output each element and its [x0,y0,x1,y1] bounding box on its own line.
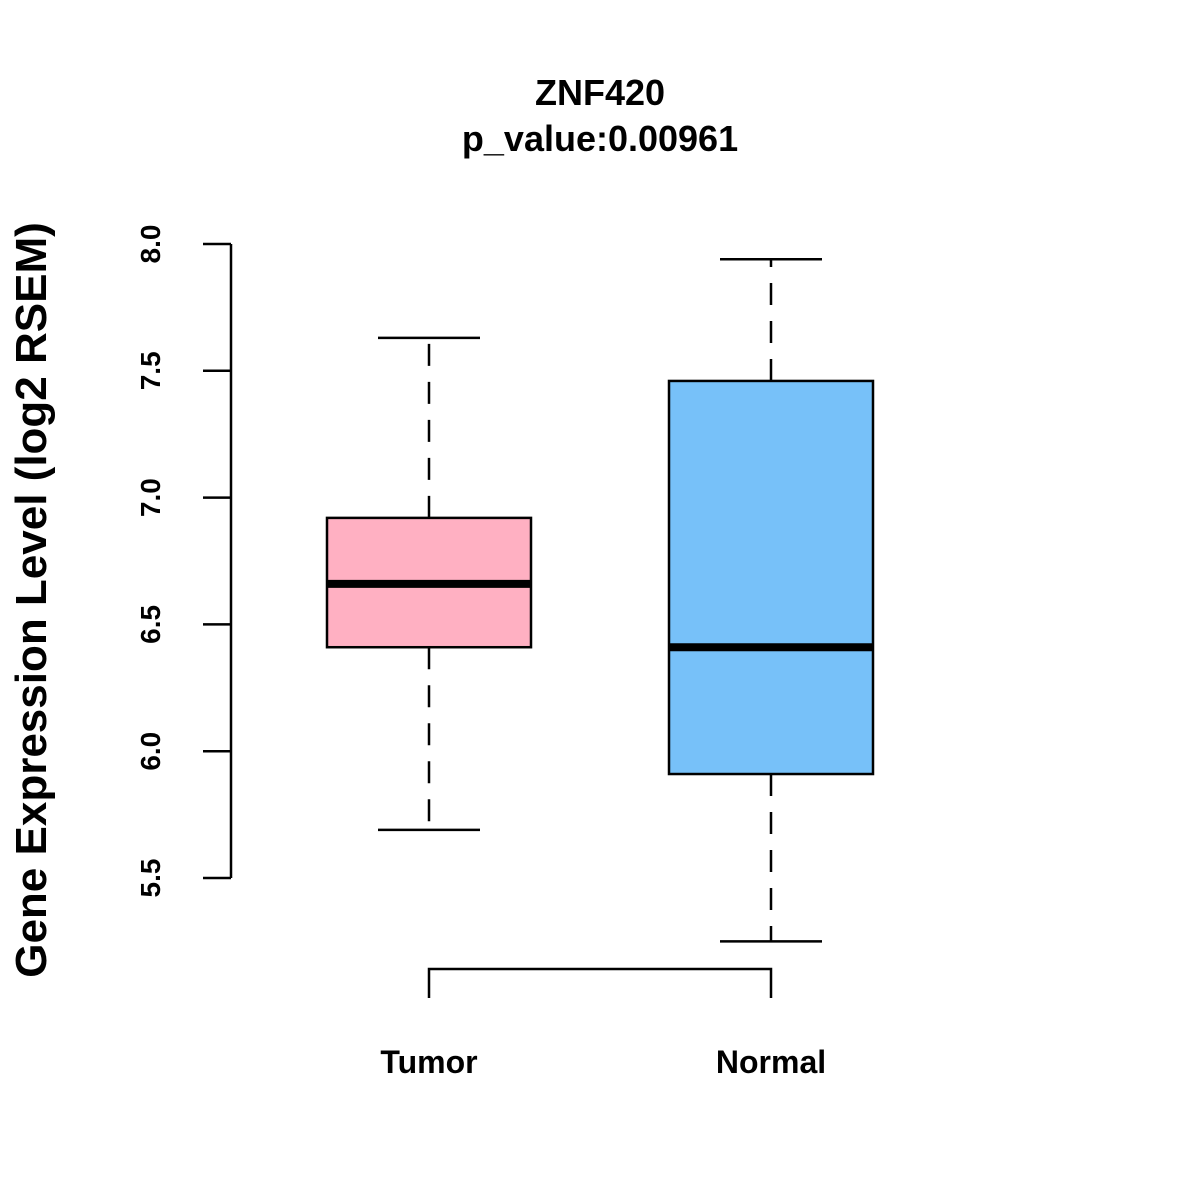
y-tick-label: 7.5 [135,351,166,390]
boxes-group [325,257,875,943]
y-tick-label: 8.0 [135,225,166,264]
iqr-box [667,379,875,776]
y-axis-label: Gene Expression Level (log2 RSEM) [7,222,56,978]
y-tick-label: 5.5 [135,859,166,898]
category-label-tumor: Tumor [380,1044,477,1080]
bracket-line [427,967,773,998]
comparison-bracket [427,967,773,998]
y-axis: 5.5 6.0 6.5 7.0 7.5 8.0 [135,225,233,898]
box-normal [667,257,875,943]
y-tick-label: 6.0 [135,732,166,771]
y-tick-label: 6.5 [135,605,166,644]
box-tumor [325,336,533,832]
y-tick-label: 7.0 [135,478,166,517]
category-label-normal: Normal [716,1044,826,1080]
chart-subtitle: p_value:0.00961 [462,118,738,159]
chart-title: ZNF420 [535,72,665,113]
category-labels: Tumor Normal [380,1044,826,1080]
